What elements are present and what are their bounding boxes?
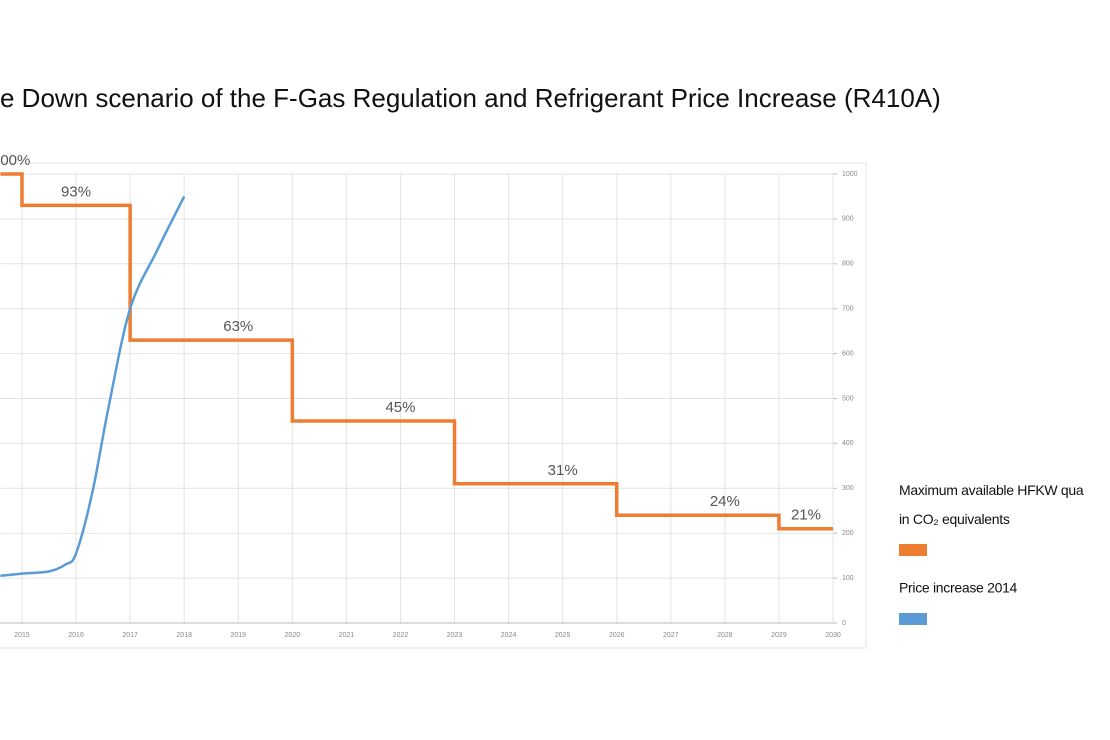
- data-label: 31%: [548, 462, 578, 479]
- x-tick-label: 2029: [771, 632, 787, 639]
- x-tick-label: 2016: [68, 632, 84, 639]
- y-tick-label: 700: [842, 306, 854, 313]
- y-tick-label: 400: [842, 440, 854, 447]
- legend-swatch: [899, 544, 927, 556]
- y-tick-label: 300: [842, 485, 854, 492]
- x-tick-label: 2019: [230, 632, 246, 639]
- x-tick-label: 2015: [14, 632, 30, 639]
- x-tick-label: 2027: [663, 632, 679, 639]
- x-tick-label: 2028: [717, 632, 733, 639]
- x-tick-label: 2022: [393, 632, 409, 639]
- series-line: [0, 172, 833, 531]
- data-label: 21%: [791, 507, 821, 524]
- y-tick-label: 900: [842, 216, 854, 223]
- x-tick-label: 2030: [825, 632, 841, 639]
- x-tick-label: 2026: [609, 632, 625, 639]
- plot-frame: [0, 162, 867, 649]
- data-label: 45%: [385, 399, 415, 416]
- y-tick-label: 800: [842, 261, 854, 268]
- data-label: 63%: [223, 318, 253, 335]
- legend-swatch: [899, 613, 927, 625]
- y-tick-label: 0: [842, 620, 846, 627]
- x-tick-label: 2017: [122, 632, 138, 639]
- x-tick-label: 2025: [555, 632, 571, 639]
- y-tick-label: 500: [842, 395, 854, 402]
- y-tick-label: 100: [842, 575, 854, 582]
- x-tick-label: 2021: [339, 632, 355, 639]
- y-tick-label: 200: [842, 530, 854, 537]
- legend-label: Maximum available HFKW qua in CO₂ equival…: [899, 482, 1084, 527]
- data-label: 93%: [61, 183, 91, 200]
- x-tick-label: 2018: [176, 632, 192, 639]
- series-line: [0, 195, 186, 578]
- x-tick-label: 2024: [501, 632, 517, 639]
- x-tick-label: 2020: [285, 632, 301, 639]
- x-tick-label: 2023: [447, 632, 463, 639]
- y-tick-label: 600: [842, 350, 854, 357]
- y-tick-label: 1000: [842, 171, 858, 178]
- legend-label: Price increase 2014: [899, 580, 1018, 596]
- data-label: 100%: [0, 152, 30, 169]
- data-label: 24%: [710, 493, 740, 510]
- chart-title: e Down scenario of the F-Gas Regulation …: [0, 83, 941, 113]
